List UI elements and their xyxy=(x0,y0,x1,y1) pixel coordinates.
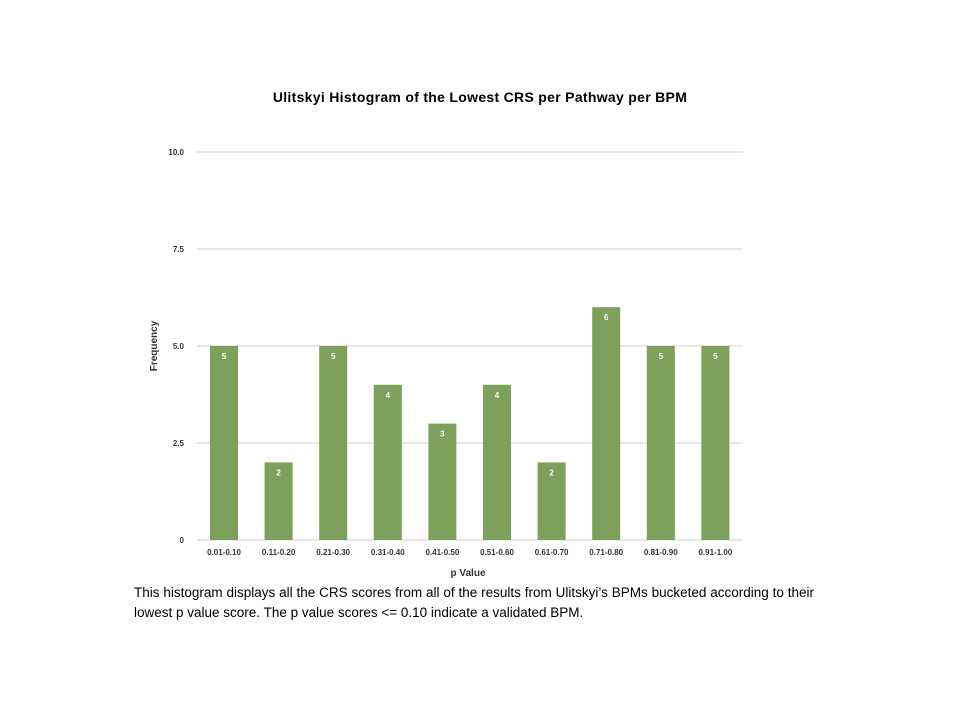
x-axis-title: p Value xyxy=(450,568,485,579)
x-tick-label: 0.01-0.10 xyxy=(207,548,241,557)
x-tick-label: 0.51-0.60 xyxy=(480,548,514,557)
bar xyxy=(428,423,457,540)
bar xyxy=(210,346,238,540)
bar xyxy=(646,346,675,540)
y-tick-label: 7.5 xyxy=(173,245,185,254)
x-tick-label: 0.91-1.00 xyxy=(698,548,732,557)
bar-value-label: 4 xyxy=(386,391,391,400)
x-tick-label: 0.81-0.90 xyxy=(644,548,678,557)
x-tick-label: 0.21-0.30 xyxy=(316,548,350,557)
x-tick-label: 0.71-0.80 xyxy=(589,548,623,557)
x-tick-label: 0.11-0.20 xyxy=(262,548,296,557)
chart-title: Ulitskyi Histogram of the Lowest CRS per… xyxy=(272,89,688,105)
bar-value-label: 2 xyxy=(549,468,554,477)
y-tick-label: 10.0 xyxy=(168,148,184,157)
bar xyxy=(373,384,402,540)
bar-value-label: 2 xyxy=(276,468,281,477)
x-tick-label: 0.61-0.70 xyxy=(535,548,569,557)
bar-value-label: 6 xyxy=(604,313,609,322)
y-tick-label: 0 xyxy=(180,536,185,545)
bar-value-label: 5 xyxy=(659,352,664,361)
bar xyxy=(701,346,730,540)
bars xyxy=(210,307,730,540)
bar xyxy=(537,462,566,540)
y-axis-ticks: 0 2.5 5.0 7.5 10.0 xyxy=(168,148,184,545)
bar-value-label: 3 xyxy=(440,430,445,439)
x-tick-label: 0.31-0.40 xyxy=(371,548,405,557)
bar xyxy=(264,462,293,540)
y-axis-title: Frequency xyxy=(149,320,160,371)
bar-value-label: 5 xyxy=(713,352,718,361)
bar-value-label: 4 xyxy=(495,391,500,400)
histogram-chart: 0 2.5 5.0 7.5 10.0 5 2 5 4 3 4 2 6 5 5 0.01-0.10 0.11-… xyxy=(149,148,743,579)
bar-value-label: 5 xyxy=(222,352,227,361)
chart-caption: This histogram displays all the CRS scor… xyxy=(134,585,814,620)
x-tick-label: 0.41-0.50 xyxy=(425,548,459,557)
x-axis-ticks: 0.01-0.10 0.11-0.20 0.21-0.30 0.31-0.40 0.41… xyxy=(207,548,733,557)
bar xyxy=(319,346,348,540)
y-tick-label: 5.0 xyxy=(173,342,185,351)
bar-value-labels: 5 2 5 4 3 4 2 6 5 5 xyxy=(222,313,718,477)
bar xyxy=(592,307,621,540)
bar-value-label: 5 xyxy=(331,352,336,361)
y-tick-label: 2.5 xyxy=(173,439,185,448)
bar xyxy=(483,384,511,540)
